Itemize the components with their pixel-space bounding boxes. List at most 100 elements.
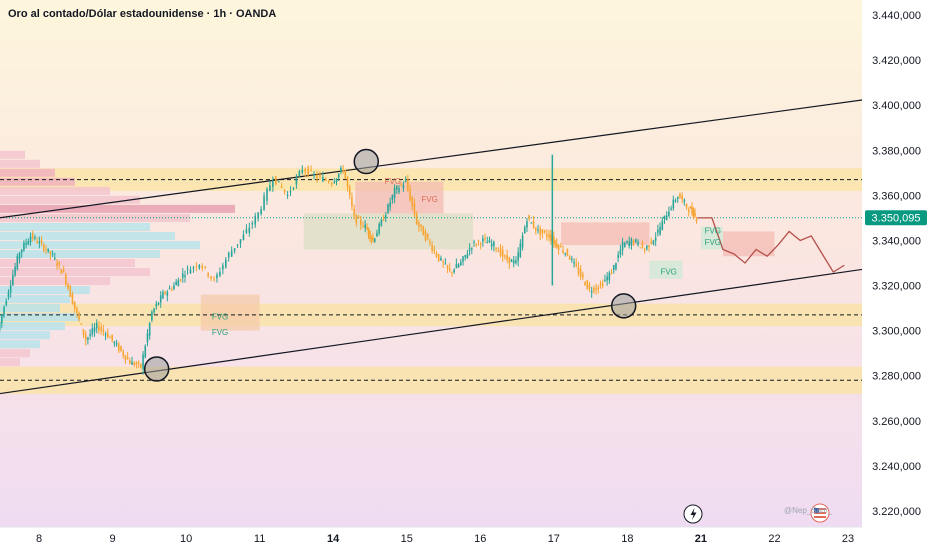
price-axis-background bbox=[862, 0, 932, 550]
candle-body bbox=[242, 234, 245, 241]
candle-body bbox=[420, 224, 422, 227]
volume-bin bbox=[0, 249, 160, 258]
candle-body bbox=[657, 229, 659, 233]
price-axis[interactable]: 3.440,000 3.420,000 3.400,000 3.380,000 3.36… bbox=[872, 10, 921, 518]
fvg-area bbox=[722, 231, 775, 257]
candle-body bbox=[20, 249, 23, 253]
candle-body bbox=[3, 306, 5, 314]
dashed-levels bbox=[0, 179, 862, 381]
time-tick-label: 18 bbox=[621, 533, 633, 545]
candle-body bbox=[679, 193, 681, 199]
candle-body bbox=[387, 204, 389, 213]
candle-body bbox=[517, 252, 519, 261]
candle-body bbox=[133, 362, 136, 366]
candle-body bbox=[248, 227, 251, 233]
volume-bin bbox=[0, 231, 175, 240]
time-tick-label: 22 bbox=[768, 533, 780, 545]
candle-body bbox=[521, 235, 524, 248]
fvg-area bbox=[303, 213, 473, 250]
candle-body bbox=[27, 240, 30, 245]
candle-body bbox=[515, 260, 517, 264]
candle-body bbox=[579, 268, 582, 277]
candle-body bbox=[599, 283, 602, 285]
candle-body bbox=[464, 255, 466, 258]
volume-bin bbox=[0, 286, 90, 295]
price-tag-label: 3.350,095 bbox=[872, 213, 921, 225]
candle-body bbox=[148, 322, 151, 336]
candle-body bbox=[301, 169, 304, 173]
candle-body bbox=[692, 209, 695, 218]
candle-body bbox=[346, 177, 349, 188]
candle-body bbox=[62, 270, 65, 273]
candle-body bbox=[646, 245, 648, 249]
candle-body bbox=[639, 247, 642, 249]
candle-body bbox=[65, 274, 67, 285]
candle-body bbox=[12, 275, 14, 285]
candle-body bbox=[233, 248, 236, 252]
candle-body bbox=[120, 346, 122, 351]
candle-body bbox=[269, 185, 271, 191]
candle-body bbox=[584, 282, 586, 286]
replay-lightning-icon[interactable] bbox=[683, 504, 703, 524]
candle-body bbox=[426, 233, 429, 239]
candle-body bbox=[606, 276, 608, 281]
candle-body bbox=[286, 194, 289, 196]
candle-body bbox=[18, 252, 21, 260]
candle-body bbox=[508, 257, 511, 264]
candle-body bbox=[528, 215, 530, 219]
candle-body bbox=[582, 274, 584, 278]
current-price-marker: 3.350,095 bbox=[865, 210, 927, 226]
candle-body bbox=[615, 263, 617, 270]
candle-body bbox=[435, 253, 438, 257]
candle-body bbox=[292, 187, 295, 189]
candle-body bbox=[335, 178, 338, 183]
candle-body bbox=[557, 245, 560, 251]
candle-body bbox=[177, 280, 180, 287]
candle-body bbox=[353, 208, 355, 216]
price-tick-label: 3.280,000 bbox=[872, 371, 921, 383]
candle-body bbox=[355, 214, 358, 224]
candle-body bbox=[135, 362, 138, 365]
candle-body bbox=[674, 200, 677, 202]
candle-body bbox=[51, 253, 54, 255]
candle-body bbox=[619, 249, 622, 255]
candle-body bbox=[473, 241, 475, 243]
volume-bin bbox=[0, 177, 75, 186]
candle-body bbox=[298, 171, 301, 176]
candle-body bbox=[159, 295, 162, 303]
candle-body bbox=[663, 215, 666, 220]
candle-body bbox=[7, 292, 10, 298]
candle-body bbox=[144, 346, 147, 358]
candle-body bbox=[389, 202, 391, 208]
candle-body bbox=[330, 183, 333, 185]
candle-body bbox=[395, 186, 398, 190]
candle-body bbox=[665, 215, 668, 221]
candle-body bbox=[198, 264, 201, 269]
candle-body bbox=[316, 175, 318, 179]
candle-body bbox=[122, 351, 125, 356]
price-tick-label: 3.240,000 bbox=[872, 461, 921, 473]
candle-body bbox=[413, 203, 416, 215]
candle-body bbox=[157, 302, 160, 305]
candle-body bbox=[54, 257, 56, 259]
candle-body bbox=[175, 281, 177, 285]
price-tick-label: 3.340,000 bbox=[872, 235, 921, 247]
swing-circle bbox=[143, 356, 170, 382]
candle-body bbox=[382, 219, 385, 221]
candle-body bbox=[225, 259, 227, 268]
candle-body bbox=[49, 251, 52, 255]
candle-body bbox=[344, 170, 347, 179]
candle-body bbox=[1, 314, 3, 323]
time-axis[interactable]: 8 9 10 11 14 15 16 17 18 21 22 23 bbox=[36, 533, 854, 545]
candle-body bbox=[685, 203, 688, 208]
candle-body bbox=[227, 252, 230, 258]
candle-body bbox=[266, 188, 268, 201]
swing-markers[interactable] bbox=[143, 148, 637, 382]
candle-body bbox=[289, 191, 292, 193]
candle-body bbox=[307, 167, 309, 176]
candle-body bbox=[164, 291, 166, 294]
candle-body bbox=[181, 273, 184, 278]
candle-body bbox=[313, 174, 315, 176]
